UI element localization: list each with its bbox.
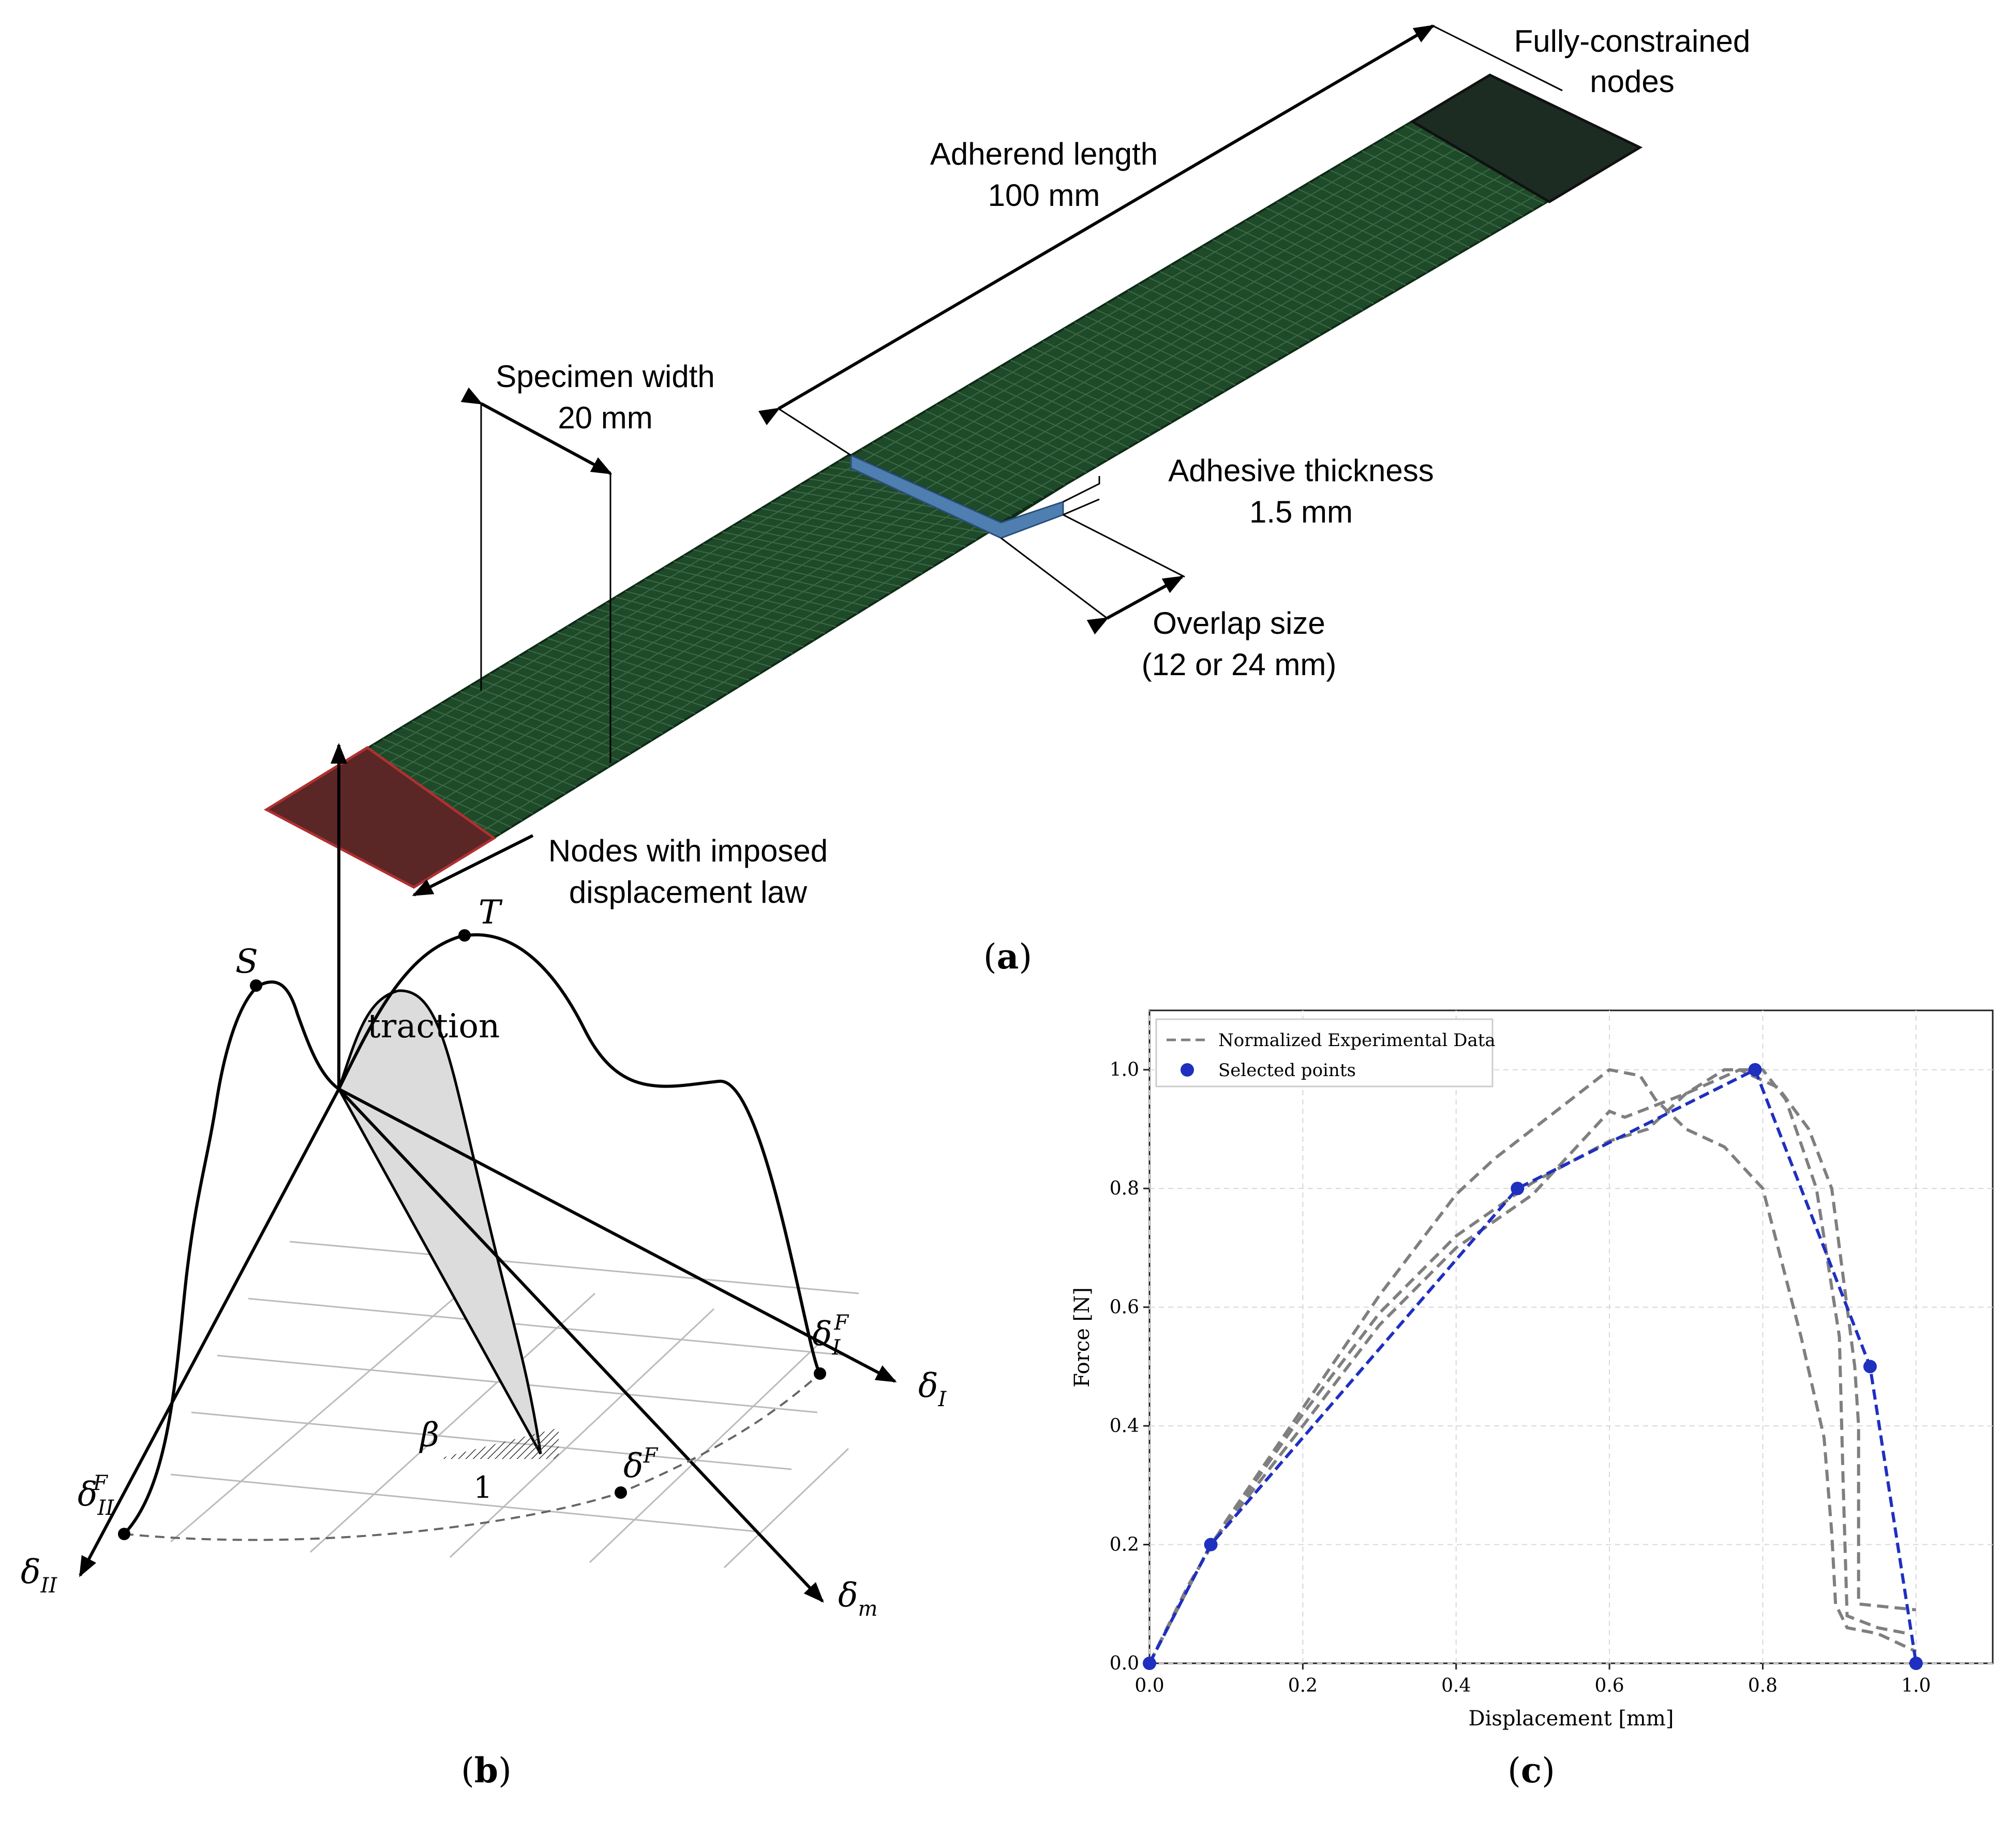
- adherend-length-label: Adherend length: [930, 137, 1158, 171]
- delta-II-axis-label: δII: [21, 1553, 57, 1598]
- delta-m-axis-label: δm: [838, 1576, 877, 1621]
- mode-I-curve: [337, 933, 822, 1375]
- y-tick-label: 0.0: [1110, 1653, 1139, 1674]
- mode-II-curve: [123, 980, 340, 1536]
- delta-I-axis-label: δI: [918, 1367, 947, 1411]
- adhesive-thickness-label: Adhesive thickness: [1168, 453, 1434, 488]
- mesh-line: [327, 468, 938, 843]
- mesh-line: [315, 465, 920, 836]
- delta-II-axis: [79, 1088, 340, 1577]
- selected-point: [1909, 1657, 1923, 1670]
- x-tick-label: 0.6: [1594, 1675, 1624, 1696]
- mesh-line: [364, 475, 992, 862]
- specimen-width-label: Specimen width: [496, 359, 715, 394]
- plot-grid: [1149, 1010, 1993, 1664]
- beta-label: β: [419, 1416, 439, 1454]
- y-tick-label: 0.6: [1110, 1297, 1139, 1318]
- experimental-curves: [1148, 1068, 1917, 1664]
- delta-II-F-label: δIIF: [78, 1471, 114, 1520]
- selected-point: [1748, 1063, 1762, 1077]
- mesh-line: [352, 473, 974, 856]
- fully-constrained-nodes: [1410, 73, 1643, 203]
- fully-constrained-label: Fully-constrained: [1514, 24, 1751, 58]
- slope-triangle: [437, 1428, 559, 1459]
- mesh-line: [401, 483, 1046, 882]
- x-tick-label: 0.8: [1748, 1675, 1778, 1696]
- x-axis-label: Displacement [mm]: [1469, 1707, 1674, 1731]
- T-label: T: [479, 893, 503, 932]
- y-tick-label: 0.2: [1110, 1534, 1139, 1556]
- overlap-size-value: (12 or 24 mm): [1142, 647, 1337, 682]
- panel-a: Fully-constrained nodes Adherend length …: [263, 24, 1751, 977]
- adhesive-thickness-value: 1.5 mm: [1249, 495, 1353, 529]
- mixed-mode-surface: [337, 989, 542, 1455]
- panel-c: 0.0 0.2 0.4 0.6 0.8 1.0 0.0 0.2 0.4 0.6 0.8 1.0 Nor…: [1070, 1009, 1994, 1791]
- selected-point: [1863, 1360, 1877, 1374]
- delta-m-axis: [337, 1087, 824, 1603]
- point-S: [250, 979, 262, 992]
- x-tick-label: 0.0: [1134, 1675, 1164, 1696]
- plot-ticks: 0.0 0.2 0.4 0.6 0.8 1.0 0.0 0.2 0.4 0.6 0.8 1.0: [1110, 1060, 1931, 1696]
- mesh-line: [938, 116, 1578, 495]
- imposed-displacement-label: Nodes with imposed: [548, 833, 828, 868]
- point-T: [458, 929, 471, 942]
- x-tick-label: 0.4: [1441, 1675, 1471, 1696]
- y-axis-label: Force [N]: [1070, 1287, 1094, 1388]
- legend: Normalized Experimental Data Selected po…: [1155, 1018, 1496, 1087]
- x-tick-label: 0.2: [1288, 1675, 1318, 1696]
- slope-one-label: 1: [473, 1470, 492, 1505]
- delta-I-F-label: δIF: [812, 1311, 849, 1360]
- experimental-curve-2: [1148, 1068, 1909, 1664]
- mesh-line: [339, 470, 957, 849]
- mesh-line: [377, 478, 1010, 869]
- plot-frame: [1148, 1009, 1994, 1664]
- point-delta-I-F: [814, 1367, 826, 1380]
- selected-point: [1511, 1182, 1525, 1196]
- mesh-line: [303, 463, 903, 830]
- selected-points-series: [1143, 1063, 1923, 1670]
- panel-b-label: (b): [461, 1750, 512, 1791]
- selected-point: [1143, 1657, 1156, 1670]
- imposed-displacement-label-2: displacement law: [569, 875, 808, 910]
- overlap-size-label: Overlap size: [1153, 606, 1325, 640]
- panel-c-label: (c): [1507, 1750, 1555, 1791]
- failure-envelope: [124, 1373, 821, 1541]
- imposed-displacement-nodes: [263, 746, 497, 889]
- fully-constrained-label-2: nodes: [1590, 64, 1674, 99]
- legend-experimental: Normalized Experimental Data: [1218, 1030, 1496, 1051]
- selected-point: [1204, 1538, 1218, 1552]
- delta-I-axis: [338, 1087, 897, 1383]
- point-delta-II-F: [118, 1528, 130, 1540]
- legend-selected: Selected points: [1218, 1060, 1356, 1081]
- panel-b: traction S T δIF δI δIIF δII δF δm β 1 (…: [21, 743, 947, 1791]
- delta-F-label: δF: [623, 1444, 659, 1485]
- panel-a-label: (a): [983, 936, 1032, 977]
- adherend-length-value: 100 mm: [988, 178, 1100, 213]
- x-tick-label: 1.0: [1901, 1675, 1931, 1696]
- experimental-curve-1: [1148, 1068, 1917, 1664]
- selected-points-line: [1148, 1067, 1918, 1664]
- S-label: S: [235, 943, 258, 981]
- traction-label: traction: [367, 1007, 500, 1046]
- experimental-curve-3: [1148, 1068, 1917, 1664]
- mesh-line: [389, 481, 1028, 875]
- y-tick-label: 1.0: [1110, 1060, 1139, 1081]
- y-tick-label: 0.4: [1110, 1415, 1139, 1437]
- y-tick-label: 0.8: [1110, 1178, 1139, 1199]
- specimen-width-value: 20 mm: [558, 400, 652, 435]
- point-delta-F: [615, 1486, 627, 1499]
